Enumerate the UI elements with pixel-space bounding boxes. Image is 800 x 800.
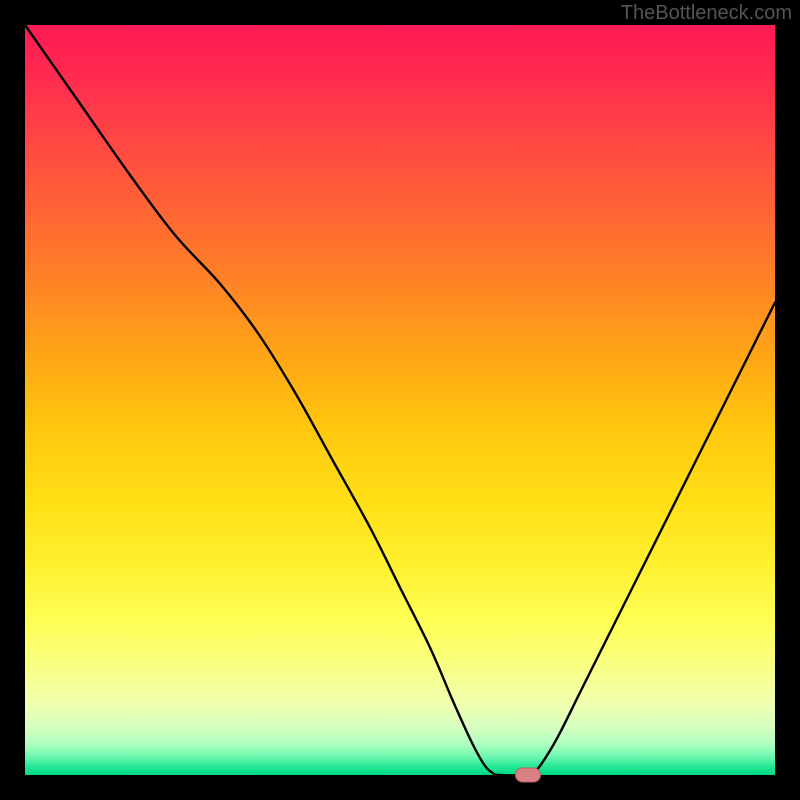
bottleneck-chart bbox=[0, 0, 800, 800]
frame-bottom bbox=[0, 775, 800, 800]
frame-left bbox=[0, 0, 25, 800]
frame-right bbox=[775, 0, 800, 800]
chart-background bbox=[25, 25, 775, 775]
chart-container: TheBottleneck.com bbox=[0, 0, 800, 800]
watermark-label: TheBottleneck.com bbox=[621, 2, 792, 25]
optimal-marker bbox=[515, 768, 541, 783]
